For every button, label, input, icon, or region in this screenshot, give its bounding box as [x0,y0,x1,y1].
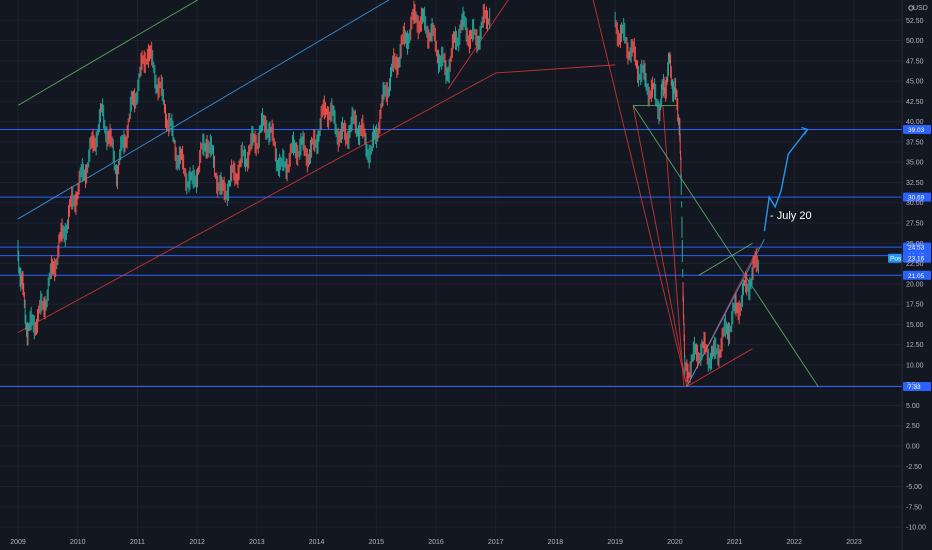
y-tick-label: 32.50 [906,180,924,187]
price-tag-label: 24.53 [908,245,925,252]
price-tag[interactable]: 7.33 [903,382,931,392]
y-axis[interactable]: 52.50 50.00 47.50 45.00 42.50 40.00 37.50 35.00… [906,18,926,532]
y-tick-label: -2.50 [906,464,922,471]
red-rise-line[interactable] [447,0,514,90]
channel-lower-line[interactable] [17,72,496,333]
price-series [17,0,759,385]
gear-icon[interactable] [908,5,914,11]
y-tick-label: 7.50 [906,383,920,390]
blue-channel-line[interactable] [686,239,765,387]
y-tick-label: 22.50 [906,261,924,268]
x-tick-label: 2023 [846,539,862,546]
currency-label: USD [913,5,928,12]
price-tag-box[interactable] [903,125,931,135]
red-flat-line[interactable] [495,64,616,74]
y-tick-label: -7.50 [906,504,922,511]
x-tick-label: 2015 [368,539,384,546]
x-tick-label: 2011 [130,539,145,546]
fan-red-line-3[interactable] [662,105,685,387]
trend-lines[interactable] [17,0,819,387]
x-tick-label: 2009 [10,539,26,546]
x-tick-label: 2014 [309,539,325,546]
projection-line[interactable] [763,129,808,232]
y-tick-label: 17.50 [906,302,924,309]
price-tag-box[interactable] [903,192,931,202]
y-tick-label: 20.00 [906,281,924,288]
post-tag-box [888,253,902,263]
x-tick-label: 2021 [727,539,743,546]
price-tag[interactable]: 23.16 Post [888,253,931,263]
y-tick-label: -5.00 [906,484,922,491]
x-tick-label: 2020 [667,539,683,546]
post-tag-label: Post [890,256,903,263]
y-tick-label: 12.50 [906,342,924,349]
x-tick-label: 2018 [548,539,564,546]
price-tag-label: 23.16 [908,256,925,263]
y-tick-label: 5.00 [906,403,920,410]
fan-red-line-2[interactable] [632,105,688,387]
red-channel-line[interactable] [686,348,753,387]
y-tick-label: 37.50 [906,139,924,146]
y-tick-label: 50.00 [906,38,924,45]
green-fan-line[interactable] [632,105,819,387]
projection-arrowhead[interactable] [801,126,809,135]
y-tick-label: 27.50 [906,221,924,228]
price-tag-label: 7.33 [908,384,921,391]
y-tick-label: 42.50 [906,99,924,106]
price-tag-box[interactable] [903,270,931,280]
y-tick-label: 35.00 [906,160,924,167]
price-tag-box[interactable] [903,382,931,392]
x-tick-label: 2017 [488,539,504,546]
x-tick-label: 2010 [70,539,86,546]
price-tag-box[interactable] [903,253,931,263]
y-tick-label: 10.00 [906,362,924,369]
y-tick-label: 15.00 [906,322,924,329]
y-tick-label: 2.50 [906,423,920,430]
price-tag[interactable]: 39.03 [903,125,931,135]
x-tick-label: 2022 [786,539,802,546]
x-tick-label: 2013 [249,539,265,546]
fan-red-line-1[interactable] [591,0,688,387]
projection-path[interactable] [763,126,809,232]
price-tag[interactable]: 30.69 [903,192,931,202]
green-channel-line[interactable] [698,242,753,276]
x-tick-label: 2019 [607,539,623,546]
x-tick-label: 2016 [428,539,444,546]
price-tag[interactable]: 21.05 [903,270,931,280]
price-tag[interactable]: 24.53 [903,242,931,252]
price-tag-box[interactable] [903,242,931,252]
price-tag-label: 21.05 [908,273,925,280]
y-tick-label: 47.50 [906,58,924,65]
x-tick-label: 2012 [189,539,205,546]
annotation-label: - July 20 [770,210,812,222]
y-tick-label: 52.50 [906,18,924,25]
y-tick-label: 0.00 [906,444,920,451]
y-tick-label: 30.00 [906,200,924,207]
y-tick-label: 25.00 [906,241,924,248]
price-tag-label: 39.03 [908,127,925,134]
grid-lines [0,0,902,535]
y-tick-label: -10.00 [906,525,926,532]
channel-upper-line[interactable] [17,0,239,106]
y-tick-label: 40.00 [906,119,924,126]
x-axis[interactable]: 2009 2010 2011 2012 2013 2014 2015 2016 2017 2018… [10,539,862,546]
y-tick-label: 45.00 [906,79,924,86]
price-tag-label: 30.69 [908,195,925,202]
